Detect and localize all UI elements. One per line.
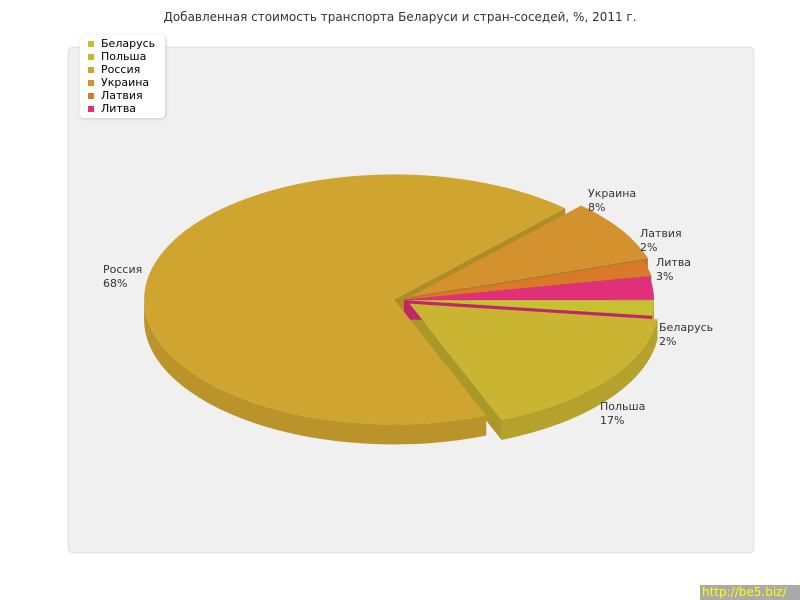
legend-swatch [88,79,94,86]
legend-swatch [88,92,94,99]
pie-slice-wall [409,303,502,440]
legend-label: Россия [101,63,141,76]
slice-label: Россия [103,263,142,276]
legend-label: Украина [101,76,150,89]
legend-label: Беларусь [101,37,156,50]
legend-swatch [88,66,94,73]
pie-slice[interactable] [144,174,566,425]
pie-slice-side [501,319,658,440]
watermark[interactable]: http://be5.biz/ [700,585,800,600]
pie-slice[interactable] [403,276,654,300]
slice-value-label: 2% [640,241,657,254]
legend: Беларусь Польша Россия Украина Латвия Литва [80,35,166,118]
slice-label: Польша [600,400,645,413]
legend-label: Латвия [101,89,143,102]
slice-label: Латвия [640,227,682,240]
slice-label: Беларусь [659,321,713,334]
slice-label: Литва [656,256,691,269]
legend-item[interactable]: Беларусь [88,37,155,50]
legend-swatch [88,53,94,60]
pie-slice[interactable] [409,303,658,420]
slice-value-label: 68% [103,277,127,290]
legend-label: Польша [101,50,147,63]
pie-slice[interactable] [405,260,652,300]
legend-item[interactable]: Россия [88,63,155,76]
chart-title: Добавленная стоимость транспорта Беларус… [163,10,637,24]
legend-swatch [88,105,94,112]
legend-item[interactable]: Польша [88,50,155,63]
pie-slice[interactable] [410,205,648,297]
pie-slice[interactable] [403,300,654,316]
legend-item[interactable]: Украина [88,76,155,89]
slice-value-label: 8% [588,201,605,214]
legend-item[interactable]: Литва [88,102,155,115]
legend-label: Литва [101,102,137,115]
slice-label: Украина [588,187,636,200]
slice-value-label: 17% [600,414,624,427]
slice-value-label: 3% [656,270,673,283]
legend-swatch [88,40,94,47]
legend-item[interactable]: Латвия [88,89,155,102]
pie-slice-side [144,299,487,445]
slice-value-label: 2% [659,335,676,348]
